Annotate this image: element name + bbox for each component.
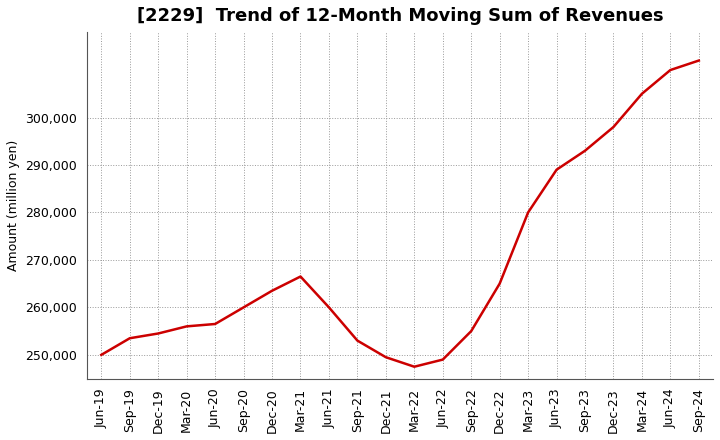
Title: [2229]  Trend of 12-Month Moving Sum of Revenues: [2229] Trend of 12-Month Moving Sum of R… [137, 7, 663, 25]
Y-axis label: Amount (million yen): Amount (million yen) [7, 139, 20, 271]
